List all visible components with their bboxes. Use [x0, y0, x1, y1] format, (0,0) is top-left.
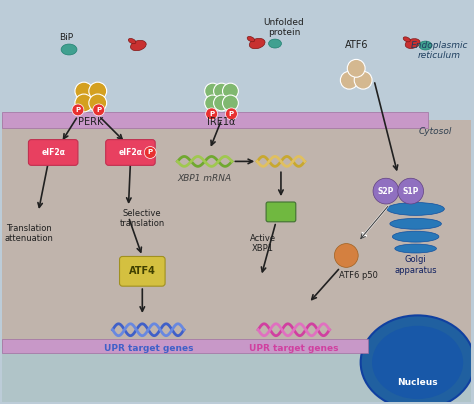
Circle shape [354, 71, 372, 89]
Circle shape [75, 94, 93, 112]
Ellipse shape [361, 316, 474, 404]
Ellipse shape [247, 36, 255, 42]
Circle shape [93, 104, 105, 116]
Text: Cytosol: Cytosol [419, 127, 452, 136]
Polygon shape [2, 2, 471, 120]
Text: UPR target genes: UPR target genes [249, 344, 338, 353]
Ellipse shape [387, 202, 444, 215]
Circle shape [75, 82, 93, 100]
Text: ATF4: ATF4 [129, 266, 156, 276]
Ellipse shape [130, 40, 146, 51]
Ellipse shape [372, 326, 463, 399]
Polygon shape [2, 120, 471, 347]
Circle shape [398, 178, 424, 204]
Text: Active
XBP1: Active XBP1 [250, 234, 276, 253]
Text: BiP: BiP [59, 33, 73, 42]
Circle shape [144, 147, 156, 158]
Text: IRE1α: IRE1α [207, 117, 236, 127]
Text: P: P [209, 111, 214, 117]
Text: P: P [148, 149, 153, 156]
Circle shape [373, 178, 399, 204]
FancyBboxPatch shape [266, 202, 296, 222]
Ellipse shape [249, 38, 265, 49]
Circle shape [206, 108, 218, 120]
Text: Endoplasmic
reticulum: Endoplasmic reticulum [410, 41, 468, 60]
Circle shape [222, 83, 238, 99]
Ellipse shape [419, 41, 432, 50]
Text: ATF6 p50: ATF6 p50 [339, 271, 378, 280]
Circle shape [214, 83, 229, 99]
Ellipse shape [395, 244, 437, 253]
Text: S2P: S2P [378, 187, 394, 196]
Circle shape [214, 95, 229, 111]
Circle shape [89, 94, 107, 112]
Circle shape [222, 95, 238, 111]
Text: ATF6: ATF6 [345, 40, 368, 50]
Ellipse shape [392, 231, 439, 242]
Circle shape [347, 59, 365, 77]
Bar [2, 339, 368, 353]
Ellipse shape [405, 39, 420, 48]
Text: P: P [96, 107, 101, 113]
Circle shape [335, 244, 358, 267]
Ellipse shape [390, 218, 441, 229]
Text: P: P [229, 111, 234, 117]
Circle shape [89, 82, 107, 100]
Text: Selective
translation: Selective translation [119, 209, 165, 228]
Text: XBP1 mRNA: XBP1 mRNA [178, 174, 232, 183]
Ellipse shape [61, 44, 77, 55]
Text: Golgi
apparatus: Golgi apparatus [394, 255, 437, 275]
Text: Translation
attenuation: Translation attenuation [5, 224, 54, 243]
Text: PERK: PERK [78, 117, 103, 127]
Text: S1P: S1P [402, 187, 419, 196]
Bar [2, 112, 428, 128]
FancyBboxPatch shape [106, 140, 155, 165]
Circle shape [226, 108, 237, 120]
Ellipse shape [269, 39, 282, 48]
Text: Nucleus: Nucleus [397, 378, 438, 387]
FancyBboxPatch shape [119, 257, 165, 286]
Ellipse shape [128, 38, 136, 44]
FancyBboxPatch shape [28, 140, 78, 165]
Circle shape [205, 83, 220, 99]
Text: Unfolded
protein: Unfolded protein [264, 18, 304, 38]
Text: P: P [75, 107, 81, 113]
Ellipse shape [403, 37, 410, 42]
Circle shape [205, 95, 220, 111]
Circle shape [72, 104, 84, 116]
Text: eIF2α: eIF2α [118, 148, 142, 157]
Polygon shape [2, 347, 471, 402]
Circle shape [340, 71, 358, 89]
Text: UPR target genes: UPR target genes [103, 344, 193, 353]
Text: eIF2α: eIF2α [41, 148, 65, 157]
